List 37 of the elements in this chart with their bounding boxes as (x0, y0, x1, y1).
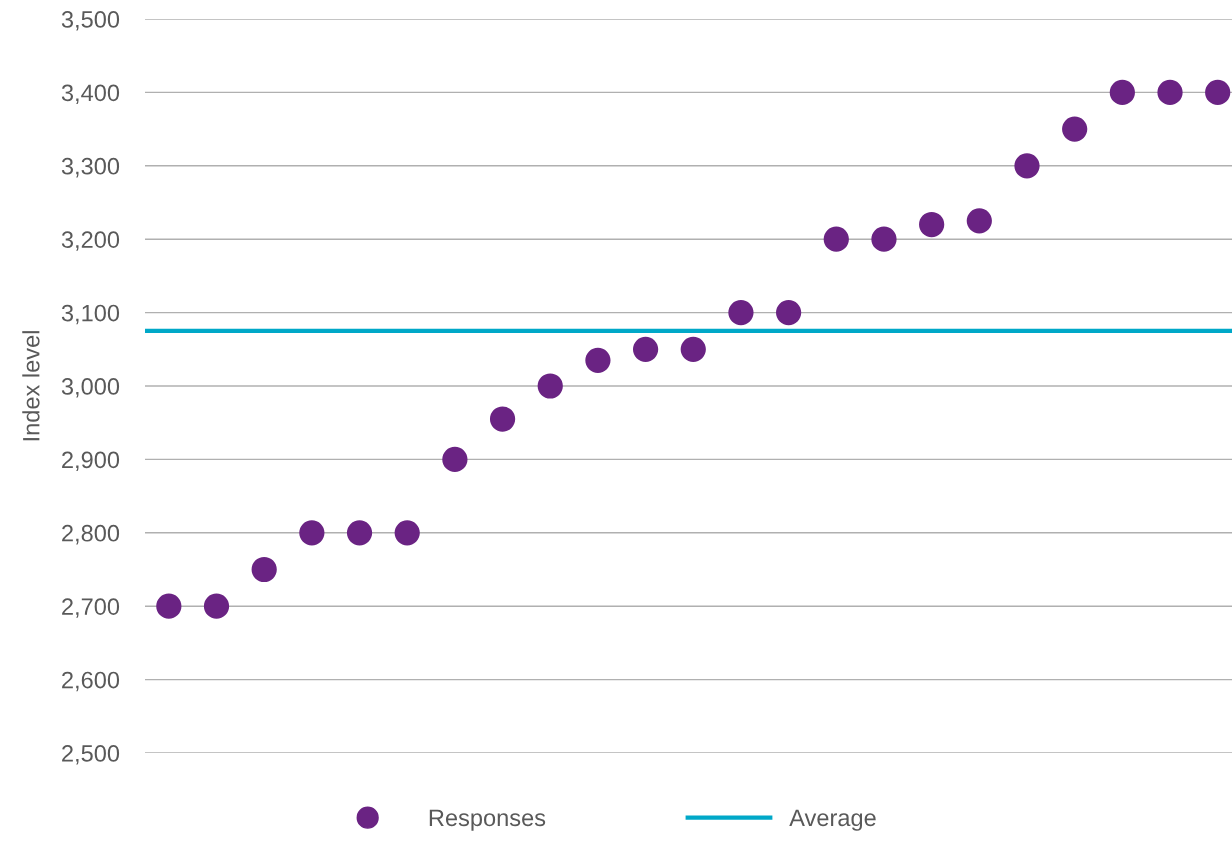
y-axis-title: Index level (22, 331, 40, 441)
point (919, 211, 945, 238)
point (442, 446, 468, 473)
point (1109, 79, 1135, 106)
point (966, 208, 992, 234)
point (394, 520, 420, 546)
y-tick-label: 3,500 (61, 11, 120, 31)
point (156, 593, 182, 619)
point (585, 347, 611, 373)
point (299, 520, 325, 546)
point (871, 226, 897, 252)
point (203, 593, 230, 619)
y-tick-label: 3,000 (61, 378, 120, 398)
legend-label: Average (789, 809, 876, 831)
point (1014, 153, 1040, 179)
y-tick-label: 2,600 (62, 671, 120, 692)
point (346, 520, 373, 546)
point (489, 406, 516, 432)
y-tick-label: 2,500 (62, 745, 120, 765)
y-tick-label: 3,200 (61, 231, 120, 251)
point (776, 299, 802, 326)
point (728, 299, 754, 326)
point (1157, 79, 1183, 106)
y-tick-label: 3,300 (61, 157, 120, 178)
point (823, 226, 849, 252)
y-tick-label: 2,700 (62, 598, 120, 618)
point (632, 336, 659, 362)
y-tick-label: 2,900 (62, 451, 120, 471)
point (1205, 79, 1231, 106)
point (537, 373, 563, 399)
point (251, 556, 277, 583)
legend-label: Responses (429, 809, 546, 831)
y-tick-label: 3,100 (61, 304, 120, 325)
y-tick-label: 2,800 (62, 524, 120, 545)
point (1062, 116, 1088, 142)
point (680, 336, 706, 362)
y-tick-label: 3,400 (61, 84, 120, 104)
